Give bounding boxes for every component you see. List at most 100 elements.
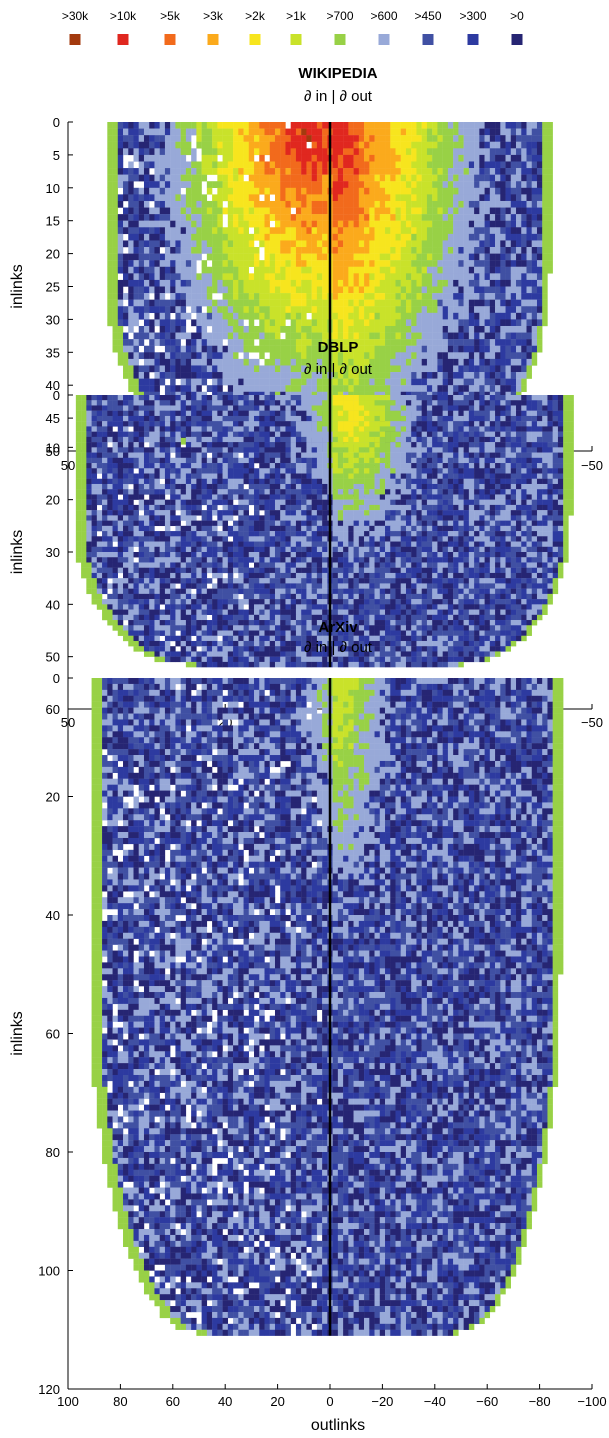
heatmap-cell [453, 141, 459, 149]
heatmap-cell [217, 260, 223, 267]
heatmap-cell [222, 442, 229, 448]
heatmap-cell [421, 400, 428, 406]
heatmap-cell [500, 240, 506, 248]
heatmap-cell [395, 181, 401, 188]
heatmap-cell [138, 286, 145, 294]
heatmap-cell [306, 325, 312, 333]
heatmap-cell [243, 378, 249, 386]
heatmap-cell [479, 128, 485, 136]
heatmap-cell [322, 436, 328, 443]
heatmap-cell [290, 148, 297, 156]
heatmap-cell [542, 405, 548, 411]
heatmap-cell [248, 200, 255, 208]
heatmap-cell [495, 385, 501, 392]
heatmap-cell [170, 200, 176, 208]
heatmap-cell [301, 240, 307, 248]
heatmap-cell [227, 194, 234, 202]
heatmap-cell [238, 395, 244, 401]
heatmap-cell [437, 339, 443, 346]
heatmap-cell [206, 372, 213, 379]
heatmap-cell [516, 385, 522, 392]
heatmap-cell [411, 352, 417, 360]
heatmap-cell [243, 410, 249, 417]
heatmap-cell [274, 312, 281, 320]
heatmap-cell [495, 306, 501, 314]
y-tick-label: 5 [53, 148, 60, 163]
heatmap-cell [500, 194, 506, 202]
heatmap-cell [521, 266, 527, 274]
heatmap-cell [447, 135, 454, 142]
heatmap-cell [552, 436, 559, 443]
heatmap-cell [516, 299, 522, 307]
heatmap-cell [259, 442, 265, 448]
heatmap-cell [180, 266, 187, 274]
heatmap-cell [348, 339, 354, 346]
heatmap-cell [390, 339, 396, 346]
heatmap-cell [447, 306, 454, 314]
heatmap-cell [322, 174, 328, 182]
heatmap-cell [453, 395, 459, 401]
heatmap-cell [201, 260, 208, 267]
heatmap-cell [133, 187, 139, 195]
heatmap-cell [332, 319, 339, 327]
heatmap-cell [400, 187, 407, 195]
heatmap-cell [164, 299, 171, 307]
heatmap-cell [233, 273, 239, 281]
heatmap-cell [133, 293, 139, 300]
heatmap-cell [164, 286, 171, 294]
heatmap-cell [233, 421, 239, 427]
heatmap-cell [364, 400, 370, 406]
heatmap-cell [521, 325, 527, 333]
heatmap-cell [112, 168, 118, 175]
heatmap-cell [500, 293, 506, 300]
heatmap-cell [353, 332, 360, 340]
heatmap-cell [453, 385, 459, 392]
legend-item: >10k [110, 9, 137, 45]
heatmap-cell [238, 410, 244, 417]
heatmap-cell [280, 214, 286, 221]
heatmap-cell [133, 378, 139, 386]
heatmap-cell [301, 273, 307, 281]
heatmap-cell [285, 415, 291, 422]
heatmap-cell [170, 293, 176, 300]
heatmap-cell [353, 161, 360, 169]
heatmap-cell [484, 187, 491, 195]
heatmap-cell [269, 247, 276, 254]
legend-swatch [467, 34, 479, 45]
heatmap-cell [369, 410, 375, 417]
heatmap-cell [542, 395, 548, 401]
heatmap-cell [295, 141, 302, 149]
heatmap-cell [128, 161, 134, 169]
heatmap-cell [437, 227, 443, 235]
heatmap-cell [180, 358, 187, 366]
heatmap-cell [212, 233, 218, 241]
heatmap-cell [243, 325, 249, 333]
heatmap-cell [290, 187, 297, 195]
heatmap-cell [426, 378, 433, 386]
heatmap-cell [233, 410, 239, 417]
heatmap-cell [217, 148, 223, 156]
heatmap-cell [521, 339, 527, 346]
heatmap-cell [159, 293, 166, 300]
heatmap-cell [489, 378, 496, 386]
heatmap-cell [447, 273, 454, 281]
heatmap-cell [243, 168, 249, 175]
heatmap-cell [343, 431, 349, 438]
heatmap-cell [379, 122, 386, 129]
heatmap-cell [426, 247, 433, 254]
heatmap-cell [343, 233, 349, 241]
heatmap-cell [479, 122, 485, 129]
heatmap-cell [112, 122, 118, 129]
heatmap-cell [442, 405, 449, 411]
heatmap-cell [416, 273, 422, 281]
heatmap-cell [453, 319, 459, 327]
heatmap-cell [295, 220, 302, 228]
heatmap-cell [453, 378, 459, 386]
heatmap-cell [269, 410, 276, 417]
heatmap-cell [416, 240, 422, 248]
heatmap-cell [269, 339, 276, 346]
heatmap-cell [196, 194, 202, 202]
heatmap-cell [500, 319, 506, 327]
heatmap-cell [516, 253, 522, 261]
heatmap-cell [353, 447, 360, 453]
